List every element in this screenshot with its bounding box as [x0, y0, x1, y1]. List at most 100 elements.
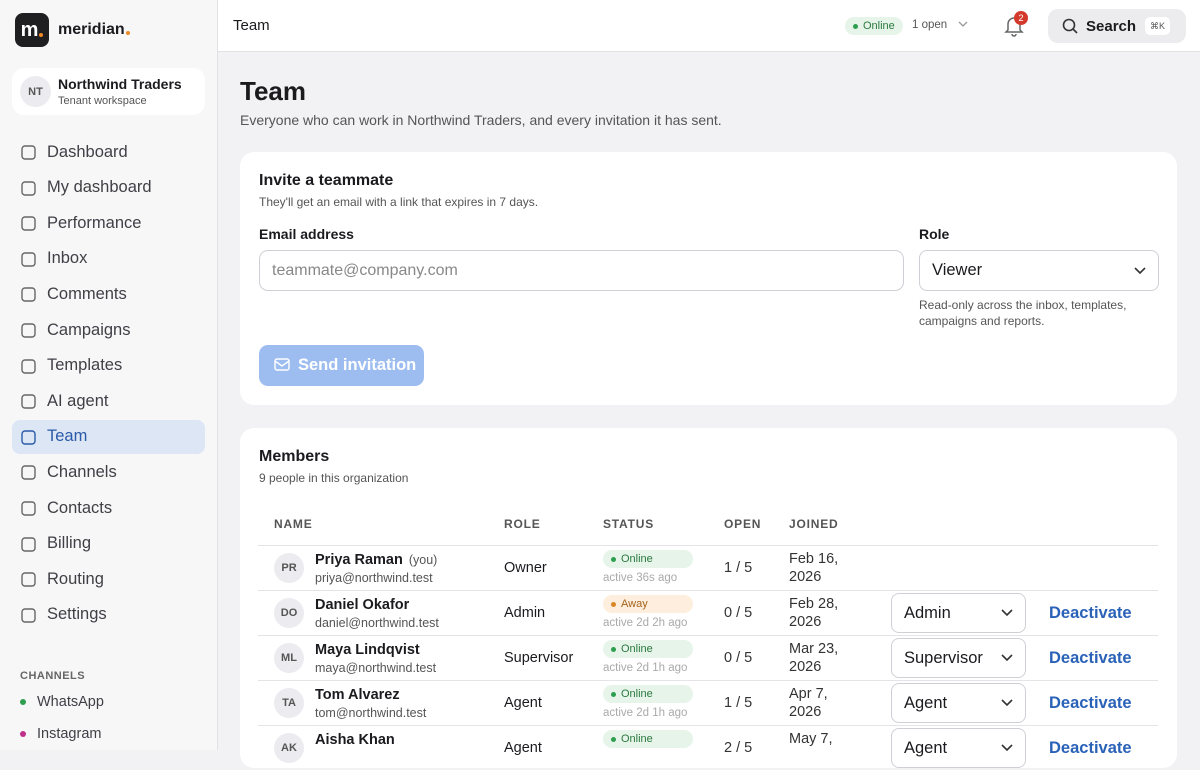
joined: Apr 7, 2026	[789, 686, 828, 720]
invite-title: Invite a teammate	[259, 172, 394, 189]
channel-item[interactable]: WhatsApp	[20, 694, 104, 710]
notification-badge: 2	[1014, 11, 1028, 25]
member-name: Aisha Khan	[315, 732, 395, 748]
workspace-avatar: NT	[20, 76, 51, 107]
notifications[interactable]: 2	[1004, 11, 1028, 42]
name-text: Tom Alvarez	[315, 687, 400, 703]
column-header: STATUS	[603, 517, 655, 531]
member-role: Owner	[504, 560, 547, 576]
status-pill: Online	[603, 550, 693, 568]
nav-item[interactable]: Templates	[12, 349, 205, 383]
nav-icon	[21, 572, 36, 587]
channel-item[interactable]: Instagram	[20, 726, 101, 742]
status-dot	[611, 601, 616, 607]
channels-heading: CHANNELS	[20, 670, 86, 682]
mail-icon	[274, 358, 290, 371]
role-select[interactable]: Agent	[891, 683, 1026, 723]
nav-item[interactable]: My dashboard	[12, 171, 205, 205]
nav-item[interactable]: Inbox	[12, 242, 205, 276]
role-value: Viewer	[932, 261, 983, 279]
chevron	[1001, 654, 1013, 662]
topbar: Team Online 1 open 2 Search ⌘K	[218, 0, 1200, 52]
nav-icon	[21, 287, 36, 303]
workspace-name: Northwind Traders	[58, 76, 182, 92]
members-subtitle: 9 people in this organization	[259, 471, 409, 485]
status-text: Online	[621, 553, 653, 565]
member-row: PR Priya Raman (you) priya@northwind.test Ow…	[258, 545, 1158, 590]
nav-label: Channels	[47, 462, 117, 481]
nav-item[interactable]: Billing	[12, 527, 205, 561]
nav-icon	[21, 536, 36, 552]
member-role: Agent	[504, 695, 542, 711]
status-pill: Online	[603, 685, 693, 703]
search-button[interactable]: Search ⌘K	[1048, 9, 1186, 43]
member-row: ML Maya Lindqvist maya@northwind.test Super…	[258, 635, 1158, 680]
status-text: Away	[621, 598, 648, 610]
status-text: Online	[621, 733, 653, 745]
status-pill[interactable]: Online	[845, 17, 903, 35]
nav-item[interactable]: Routing	[12, 562, 205, 596]
workspace-subtitle: Tenant workspace	[58, 95, 147, 107]
role-select-value: Agent	[904, 738, 948, 757]
avatar: AK	[274, 733, 304, 763]
deactivate-button[interactable]: Deactivate	[1049, 694, 1132, 712]
nav-label: Billing	[47, 534, 92, 553]
role-select[interactable]: Supervisor	[891, 638, 1026, 678]
nav-icon	[21, 608, 36, 623]
page-subtitle: Everyone who can work in Northwind Trade…	[240, 112, 722, 128]
member-role: Agent	[504, 740, 542, 756]
member-name: Tom Alvarez	[315, 687, 400, 703]
status-dot	[611, 646, 616, 652]
name-text: Maya Lindqvist	[315, 642, 420, 658]
email-input[interactable]: teammate@company.com	[259, 250, 904, 291]
send-button[interactable]: Send invitation	[259, 345, 424, 386]
channel-label: WhatsApp	[37, 694, 104, 710]
nav-item[interactable]: Settings	[12, 598, 205, 632]
member-name: Maya Lindqvist	[315, 642, 420, 658]
deactivate-button[interactable]: Deactivate	[1049, 739, 1132, 757]
you-tag: (you)	[408, 553, 438, 567]
role-select[interactable]: Admin	[891, 593, 1026, 633]
logo[interactable]: m	[15, 13, 49, 47]
channel-dot	[20, 699, 26, 705]
role-select[interactable]: Agent	[891, 728, 1026, 768]
member-name: Priya Raman (you)	[315, 552, 437, 568]
nav-item[interactable]: Team	[12, 419, 205, 454]
nav-item[interactable]: Channels	[12, 455, 205, 489]
nav-icon	[21, 465, 36, 481]
joined: Feb 28, 2026	[789, 596, 839, 630]
workspace-card[interactable]: NT Northwind Traders Tenant workspace	[12, 68, 205, 115]
status-dot	[611, 736, 616, 742]
deactivate-button[interactable]: Deactivate	[1049, 604, 1132, 622]
nav-item[interactable]: Comments	[12, 277, 205, 311]
nav-item[interactable]: Dashboard	[12, 135, 205, 169]
role-select[interactable]: Viewer	[919, 250, 1159, 291]
open-count[interactable]: 1 open	[912, 19, 968, 31]
member-row: DO Daniel Okafor daniel@northwind.test Admi…	[258, 590, 1158, 635]
status-dot	[611, 691, 616, 697]
column-header: JOINED	[789, 517, 839, 531]
nav-icon	[21, 216, 36, 231]
activity: active 2d 2h ago	[603, 617, 688, 629]
nav-item[interactable]: Performance	[12, 206, 205, 240]
nav-label: Routing	[47, 569, 104, 588]
nav-item[interactable]: AI agent	[12, 384, 205, 418]
status-dot	[853, 23, 858, 29]
nav-label: Comments	[47, 284, 127, 303]
nav-icon	[21, 145, 36, 160]
member-name: Daniel Okafor	[315, 597, 409, 613]
logo-dot	[39, 33, 44, 37]
member-row: AK Aisha Khan Agent Online 2 / 5 May 7, Agent D…	[258, 725, 1158, 770]
nav-item[interactable]: Campaigns	[12, 313, 205, 347]
nav-icon	[21, 430, 36, 445]
member-email: priya@northwind.test	[315, 571, 433, 585]
avatar: TA	[274, 688, 304, 718]
nav-icon	[21, 252, 36, 267]
open-count: 2 / 5	[724, 740, 753, 756]
topbar-title: Team	[233, 17, 270, 34]
name-text: Priya Raman	[315, 552, 403, 568]
column-header: NAME	[274, 517, 313, 531]
deactivate-button[interactable]: Deactivate	[1049, 649, 1132, 667]
chevron	[1001, 744, 1013, 752]
nav-item[interactable]: Contacts	[12, 491, 205, 525]
